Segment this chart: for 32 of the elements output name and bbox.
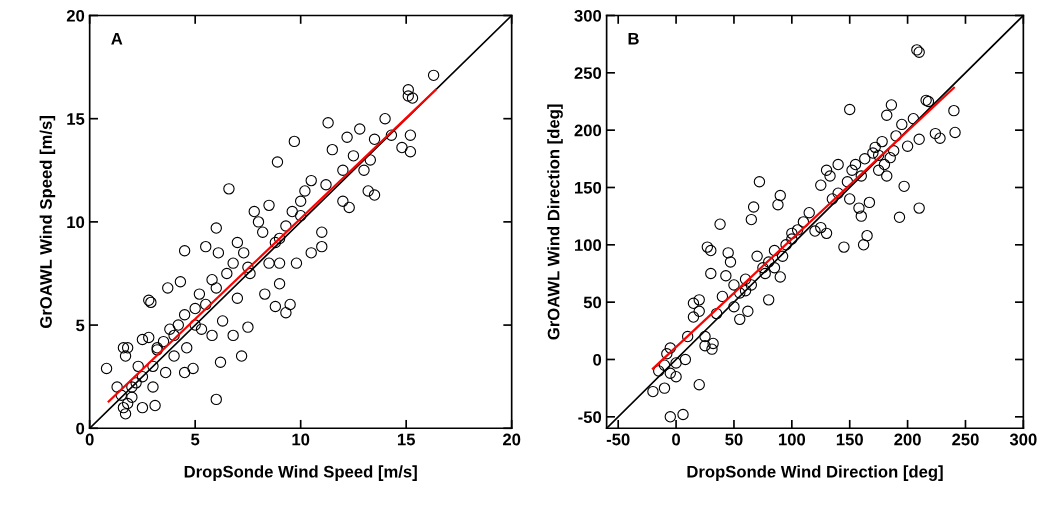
x-tick-label: 50 [725, 433, 743, 446]
x-tick-label: 150 [836, 433, 863, 446]
y-tick-label: 15 [67, 113, 85, 125]
x-tick-label: -50 [606, 433, 630, 446]
x-axis-title: DropSonde Wind Speed [m/s] [184, 465, 417, 481]
y-tick-label: 0 [593, 353, 602, 366]
x-tick-label: 250 [952, 433, 979, 446]
x-tick-label: 15 [397, 433, 415, 446]
y-tick-label: 200 [574, 124, 602, 137]
annotation: A [111, 32, 123, 45]
y-tick-label: 10 [67, 216, 85, 229]
x-tick-label: 20 [502, 433, 521, 446]
y-tick-label: 20 [66, 9, 85, 22]
y-axis-title: GrOAWL Wind Direction [deg] [547, 104, 563, 340]
x-tick-label: 200 [894, 433, 921, 446]
y-axis-title: GrOAWL Wind Speed [m/s] [39, 116, 56, 328]
y-tick-label: -50 [578, 411, 602, 424]
y-tick-label: 100 [575, 239, 602, 252]
y-tick-label: 0 [76, 422, 85, 435]
y-tick-label: 5 [76, 319, 85, 332]
y-tick-label: 300 [574, 9, 602, 22]
x-tick-label: 10 [292, 433, 310, 446]
x-tick-label: 0 [672, 433, 681, 446]
annotation: B [628, 32, 639, 45]
x-tick-label: 300 [1009, 433, 1037, 446]
x-tick-label: 5 [191, 433, 200, 446]
y-tick-label: 250 [574, 67, 602, 80]
y-tick-label: 150 [575, 181, 602, 194]
x-axis-title: DropSonde Wind Direction [deg] [687, 465, 943, 481]
y-tick-label: 50 [583, 296, 602, 309]
x-tick-label: 100 [778, 433, 806, 446]
x-tick-label: 0 [85, 433, 94, 446]
